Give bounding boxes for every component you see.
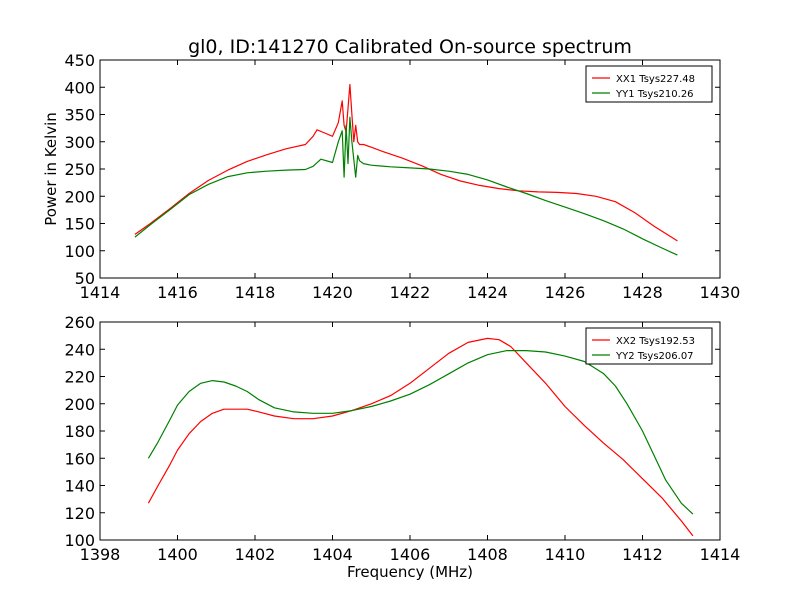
y-axis-label: Power in Kelvin [42,112,60,226]
x-tick-label: 1422 [390,283,431,302]
y-tick-label: 300 [64,133,95,152]
x-tick-label: 1430 [700,283,741,302]
series-line-xx2 [147,337,694,537]
y-tick-label: 260 [64,313,95,332]
x-tick-label: 1426 [545,283,586,302]
legend-box [585,327,713,365]
y-tick-label: 400 [64,78,95,97]
y-tick-label: 200 [64,395,95,414]
top-panel: 1414 1416 1418 1420 1422 1424 1426 1428 1430 50 10… [42,51,740,302]
x-tick-label: 1406 [390,545,431,564]
y-tick-label: 150 [64,215,95,234]
chart-title: gl0, ID:141270 Calibrated On-source spec… [188,36,632,58]
y-tick-label: 100 [64,242,95,261]
legend-label: YY1 Tsys210.26 [615,89,694,100]
x-tick-label: 1400 [157,545,198,564]
legend-box [585,65,713,103]
x-tick-label: 1424 [467,283,508,302]
x-tick-label: 1414 [80,283,121,302]
x-axis-label: Frequency (MHz) [347,563,473,581]
x-tick-label: 1402 [235,545,276,564]
legend-label: XX1 Tsys227.48 [616,74,695,85]
y-tick-label: 180 [64,422,95,441]
y-tick-label: 160 [64,449,95,468]
y-tick-label: 250 [64,160,95,179]
series-line-yy1 [134,116,678,256]
y-tick-label: 200 [64,187,95,206]
legend-label: XX2 Tsys192.53 [616,336,695,347]
x-tick-label: 1410 [545,545,586,564]
y-tick-label: 350 [64,106,95,125]
x-tick-label: 1418 [235,283,276,302]
x-tick-label: 1414 [700,545,741,564]
legend-label: YY2 Tsys206.07 [615,351,694,362]
x-tick-label: 1416 [157,283,198,302]
x-tick-label: 1420 [312,283,353,302]
x-tick-label: 1398 [80,545,121,564]
x-tick-label: 1428 [622,283,663,302]
y-tick-label: 140 [64,477,95,496]
y-tick-label: 220 [64,368,95,387]
y-tick-label: 240 [64,340,95,359]
bottom-panel: 1398 1400 1402 1404 1406 1408 1410 1412 1414 100 1… [64,313,740,581]
y-tick-label: 120 [64,504,95,523]
x-tick-label: 1412 [622,545,663,564]
y-tick-label: 50 [75,269,95,288]
series-line-xx1 [134,83,678,242]
series-line-yy2 [147,350,694,515]
x-tick-label: 1404 [312,545,353,564]
x-tick-label: 1408 [467,545,508,564]
y-tick-label: 450 [64,51,95,70]
y-tick-label: 100 [64,531,95,550]
